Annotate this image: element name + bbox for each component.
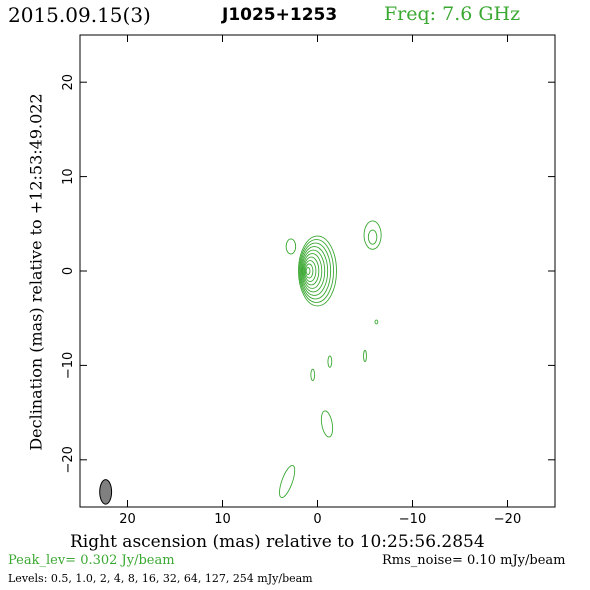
x-tick-label: 10 [214,512,231,527]
core-contour-9 [304,263,314,279]
component-contour-8 [279,464,296,499]
plot-frame [79,34,556,508]
component-contour-7 [320,410,334,438]
core-contour-5 [301,249,326,293]
core-contour-2 [298,239,335,303]
contour-layer [279,220,382,499]
x-tick-label: −10 [399,512,426,527]
component-contour-4 [327,355,333,368]
x-tick-label: −20 [494,512,521,527]
component-contour-6 [310,368,316,381]
ticks-layer: 20 10 0 −10 −20 20 10 0 −10 −20 [61,35,555,527]
core-contour-6 [302,253,323,289]
y-tick-label: 0 [61,267,76,275]
source-name: J1025+1253 [222,5,338,25]
core-contour-4 [300,246,329,296]
y-axis-label: Declination (mas) relative to +12:53:49.… [26,93,46,451]
component-contour-2 [363,220,382,250]
component-contour-3 [374,319,379,325]
x-tick-label: 20 [119,512,136,527]
contour-levels: Levels: 0.5, 1.0, 2, 4, 8, 16, 32, 64, 1… [8,572,313,585]
rms-noise: Rms_noise= 0.10 mJy/beam [382,553,566,568]
y-tick-label: −20 [61,446,76,473]
component-contour-1 [285,238,297,255]
core-contour-1 [298,235,337,307]
core-contour-7 [303,256,320,286]
beam-layer [99,479,113,505]
observation-date: 2015.09.15(3) [8,3,151,27]
beam-ellipse [99,479,113,505]
peak-level: Peak_lev= 0.302 Jy/beam [8,553,175,568]
y-tick-label: 20 [61,74,76,91]
core-contour-8 [304,260,317,282]
core-contour-3 [299,242,332,300]
component-inner-contour [367,229,378,245]
frequency-label: Freq: 7.6 GHz [384,3,521,25]
component-contour-5 [363,349,367,363]
x-tick-label: 0 [313,512,321,527]
core-contour-10 [305,267,311,275]
y-tick-label: 10 [61,168,76,185]
x-axis-label: Right ascension (mas) relative to 10:25:… [70,532,485,552]
y-tick-label: −10 [61,352,76,379]
